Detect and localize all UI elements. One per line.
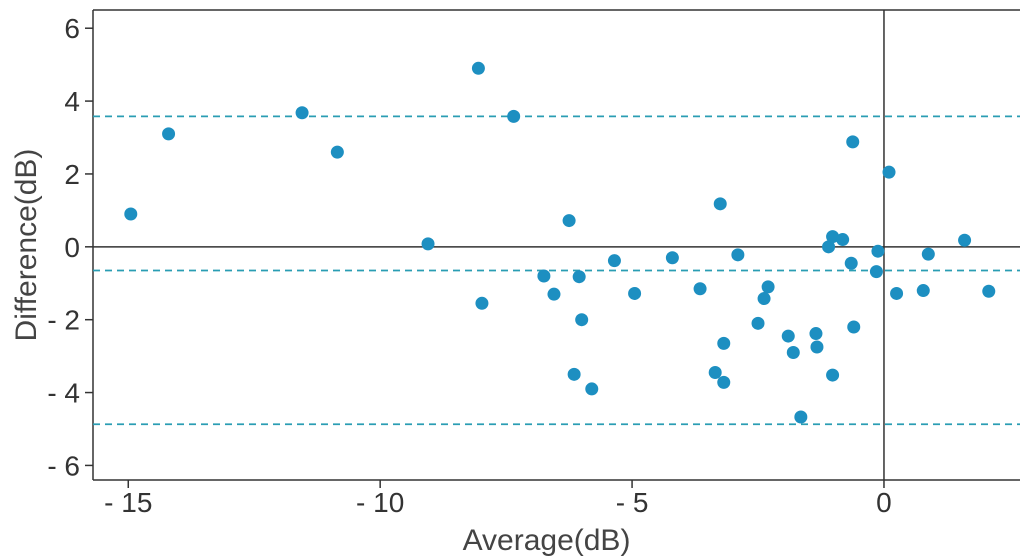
- data-point: [330, 145, 344, 159]
- x-tick-label: - 15: [104, 487, 152, 518]
- data-point: [844, 256, 858, 270]
- data-point: [871, 244, 885, 258]
- data-point: [693, 282, 707, 296]
- data-point: [846, 135, 860, 149]
- plot-frame: [92, 9, 1020, 481]
- data-point: [781, 329, 795, 343]
- data-point: [958, 233, 972, 247]
- data-point: [794, 410, 808, 424]
- data-point: [869, 265, 883, 279]
- data-point: [507, 109, 521, 123]
- y-tick-label: 0: [64, 232, 80, 263]
- data-point: [731, 248, 745, 262]
- data-point: [585, 382, 599, 396]
- y-tick-label: - 4: [47, 378, 80, 409]
- data-point: [717, 375, 731, 389]
- reference-lines: [93, 10, 1020, 480]
- data-point: [836, 233, 850, 247]
- data-point: [537, 269, 551, 283]
- x-axis-label: Average(dB): [463, 524, 631, 557]
- data-point: [822, 240, 836, 254]
- x-tick-label: - 10: [356, 487, 404, 518]
- data-point: [295, 106, 309, 120]
- data-point: [847, 320, 861, 334]
- y-axis-label: Difference(dB): [10, 149, 43, 342]
- data-point: [786, 345, 800, 359]
- y-axis-ticks: 6 4 2 0 - 2 - 4 - 6: [47, 13, 93, 481]
- data-point: [882, 165, 896, 179]
- data-point: [628, 286, 642, 300]
- x-tick-label: 0: [876, 487, 892, 518]
- data-point: [761, 280, 775, 294]
- x-axis-ticks: - 15 - 10 - 5 0: [104, 480, 892, 518]
- data-point: [826, 230, 840, 244]
- y-tick-label: - 6: [47, 450, 80, 481]
- data-point: [665, 251, 679, 265]
- data-point: [717, 336, 731, 350]
- data-point: [124, 207, 138, 221]
- data-point: [916, 284, 930, 298]
- data-point: [982, 284, 996, 298]
- data-point: [607, 254, 621, 268]
- data-point: [921, 247, 935, 261]
- data-point: [809, 327, 823, 341]
- y-tick-label: 2: [64, 159, 80, 190]
- data-point: [713, 197, 727, 211]
- data-point: [547, 287, 561, 301]
- data-point: [471, 61, 485, 75]
- data-point: [475, 296, 489, 310]
- data-point: [757, 292, 771, 306]
- data-point: [562, 214, 576, 228]
- data-point: [826, 368, 840, 382]
- data-point: [572, 270, 586, 284]
- data-point: [162, 127, 176, 141]
- y-tick-label: - 2: [47, 305, 80, 336]
- y-tick-label: 4: [64, 86, 80, 117]
- data-point: [890, 286, 904, 300]
- data-point: [421, 237, 435, 251]
- data-points: [124, 61, 996, 424]
- y-tick-label: 6: [64, 13, 80, 44]
- data-point: [751, 316, 765, 330]
- x-tick-label: - 5: [616, 487, 649, 518]
- data-point: [708, 366, 722, 380]
- data-point: [575, 313, 589, 327]
- data-point: [810, 340, 824, 354]
- data-point: [567, 367, 581, 381]
